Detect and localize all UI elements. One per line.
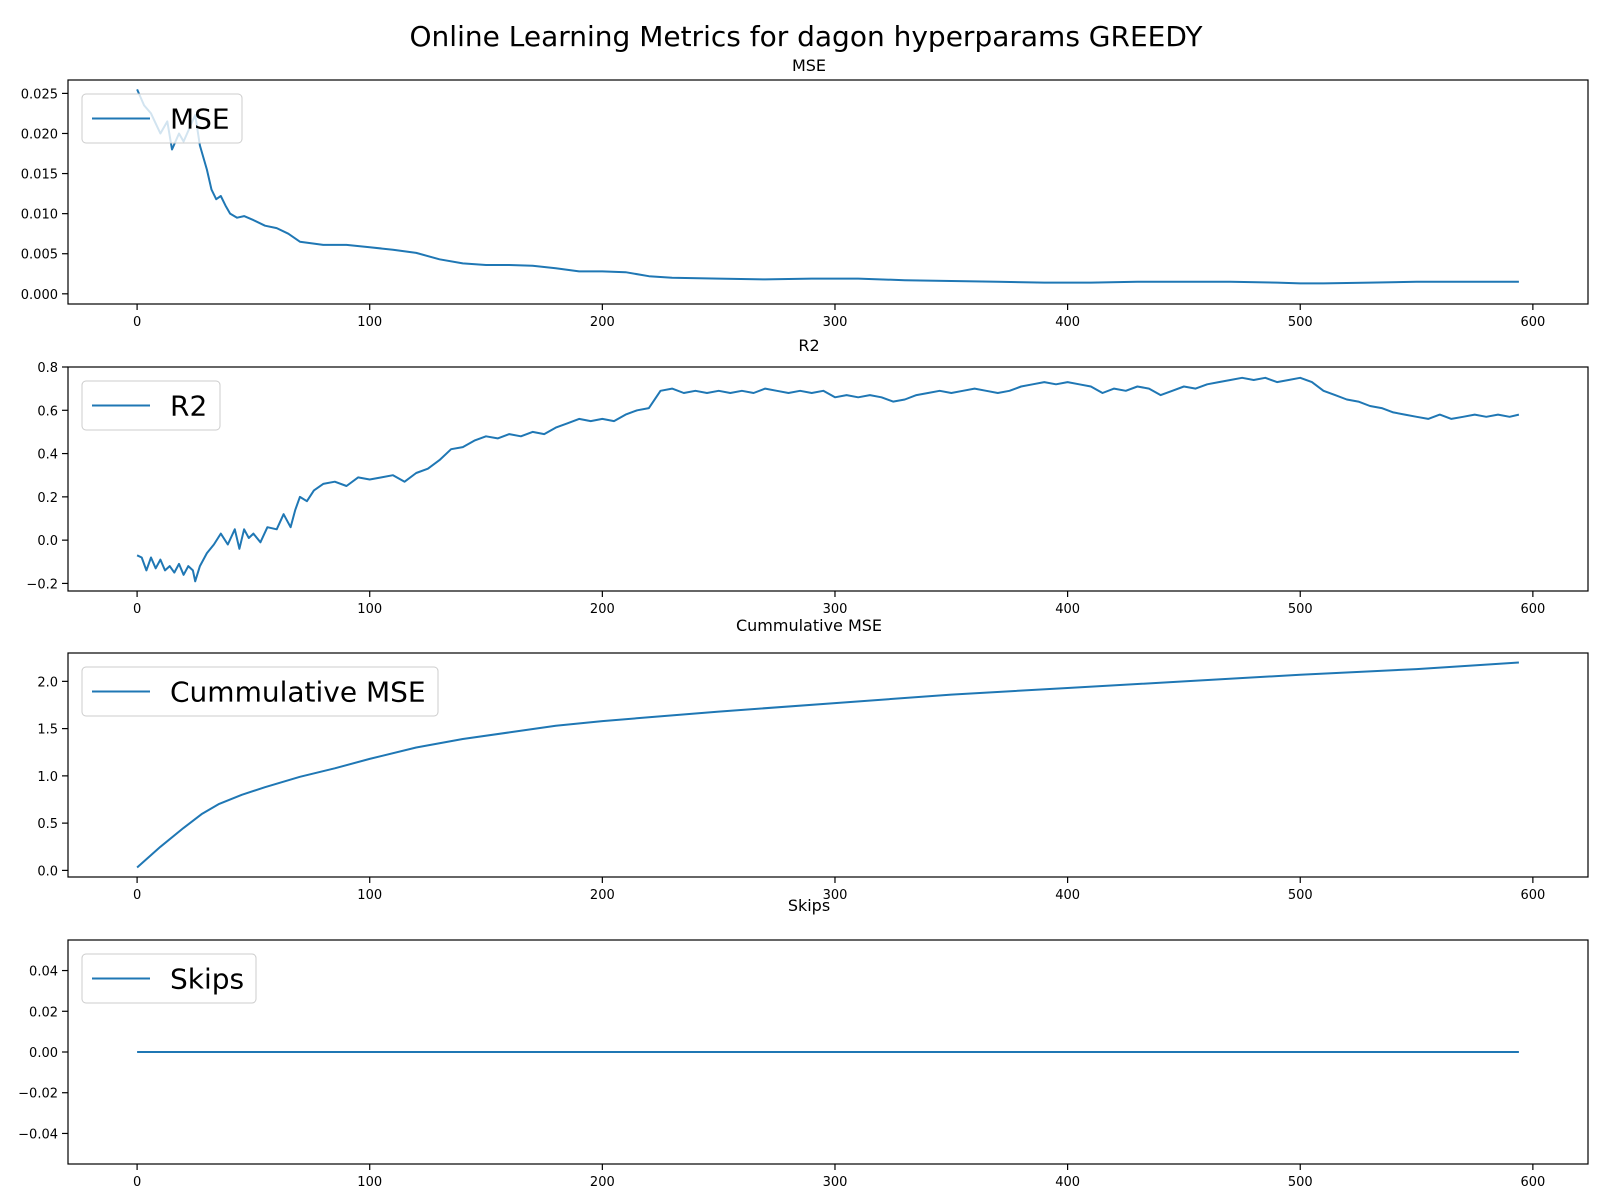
y-tick-label: 0.00: [29, 1046, 58, 1061]
legend-box: [81, 953, 257, 1004]
legend-box: [81, 666, 439, 717]
y-tick-label: 0.0: [37, 864, 58, 879]
x-tick-label: 400: [1055, 888, 1080, 903]
x-tick-label: 400: [1055, 1175, 1080, 1190]
x-tick-label: 300: [823, 888, 848, 903]
y-tick-label: 0.0: [37, 534, 58, 549]
subplot-r2: R2 0 100 200 300 400 500 600 −0.2 0.0 0.2 0.4 0.6 0.…: [26, 336, 1589, 617]
x-tick-label: 300: [823, 602, 848, 617]
legend: R2: [81, 380, 221, 431]
legend: Cummulative MSE: [81, 666, 439, 717]
legend-label: MSE: [170, 103, 230, 136]
x-tick-label: 200: [590, 888, 615, 903]
legend-box: [81, 380, 221, 431]
y-tick-label: −0.04: [18, 1127, 58, 1142]
legend: MSE: [81, 93, 243, 144]
y-tick-label: 0.5: [37, 817, 58, 832]
y-tick-label: 1.0: [37, 770, 58, 785]
y-tick-label: 0.02: [29, 1005, 58, 1020]
y-tick-label: 1.5: [37, 723, 58, 738]
x-tick-label: 500: [1288, 1175, 1313, 1190]
y-tick-label: 0.010: [21, 208, 58, 223]
x-tick-label: 200: [590, 1175, 615, 1190]
x-tick-label: 500: [1288, 888, 1313, 903]
y-tick-label: 0.000: [21, 288, 58, 303]
axes-frame: [67, 652, 1589, 878]
subplot-skips: Skips 0 100 200 300 400 500 600 −0.04 −0.02 0.00 0…: [18, 896, 1589, 1190]
x-tick-label: 200: [590, 602, 615, 617]
subplot-title: MSE: [792, 56, 826, 75]
figure-title: Online Learning Metrics for dagon hyperp…: [410, 20, 1204, 53]
y-tick-label: 0.6: [37, 404, 58, 419]
series-line-0: [136, 376, 1520, 583]
legend-label: Cummulative MSE: [170, 676, 426, 709]
subplot-title: Cummulative MSE: [736, 616, 882, 635]
legend-label: R2: [170, 390, 207, 423]
x-tick-label: 300: [823, 1175, 848, 1190]
legend: Skips: [81, 953, 257, 1004]
series-line-0: [136, 661, 1519, 869]
subplot-title: R2: [798, 336, 819, 355]
y-tick-label: 0.2: [37, 491, 58, 506]
y-tick-label: 2.0: [37, 675, 58, 690]
x-tick-label: 400: [1055, 602, 1080, 617]
y-tick-label: −0.2: [26, 577, 58, 592]
x-tick-label: 400: [1055, 315, 1080, 330]
axes-frame: [67, 366, 1589, 592]
x-tick-label: 600: [1520, 888, 1545, 903]
x-tick-label: 0: [133, 602, 141, 617]
y-tick-label: 0.015: [21, 168, 58, 183]
x-tick-label: 100: [357, 602, 382, 617]
subplot-cummulative-mse: Cummulative MSE 0 100 200 300 400 500 600 0.0 0.…: [37, 616, 1589, 903]
x-tick-label: 600: [1520, 1175, 1545, 1190]
y-tick-label: 0.8: [37, 361, 58, 376]
x-tick-label: 600: [1520, 315, 1545, 330]
y-tick-label: 0.04: [29, 965, 58, 980]
y-tick-label: 0.025: [21, 87, 58, 102]
y-tick-label: −0.02: [18, 1087, 58, 1102]
x-tick-label: 500: [1288, 602, 1313, 617]
x-tick-label: 100: [357, 315, 382, 330]
x-tick-label: 0: [133, 888, 141, 903]
axes-frame: [67, 79, 1589, 305]
legend-box: [81, 93, 243, 144]
x-tick-label: 500: [1288, 315, 1313, 330]
x-tick-label: 0: [133, 315, 141, 330]
y-tick-label: 0.4: [37, 448, 58, 463]
x-tick-label: 100: [357, 888, 382, 903]
y-tick-label: 0.020: [21, 127, 58, 142]
x-tick-label: 300: [823, 315, 848, 330]
x-tick-label: 0: [133, 1175, 141, 1190]
subplot-mse: MSE 0 100 200 300 400 500 600 0.000 0.005 0.010 0.…: [21, 56, 1589, 330]
subplot-title: Skips: [788, 896, 830, 915]
y-tick-label: 0.005: [21, 248, 58, 263]
x-tick-label: 200: [590, 315, 615, 330]
x-tick-label: 600: [1520, 602, 1545, 617]
x-tick-label: 100: [357, 1175, 382, 1190]
legend-label: Skips: [170, 963, 244, 996]
